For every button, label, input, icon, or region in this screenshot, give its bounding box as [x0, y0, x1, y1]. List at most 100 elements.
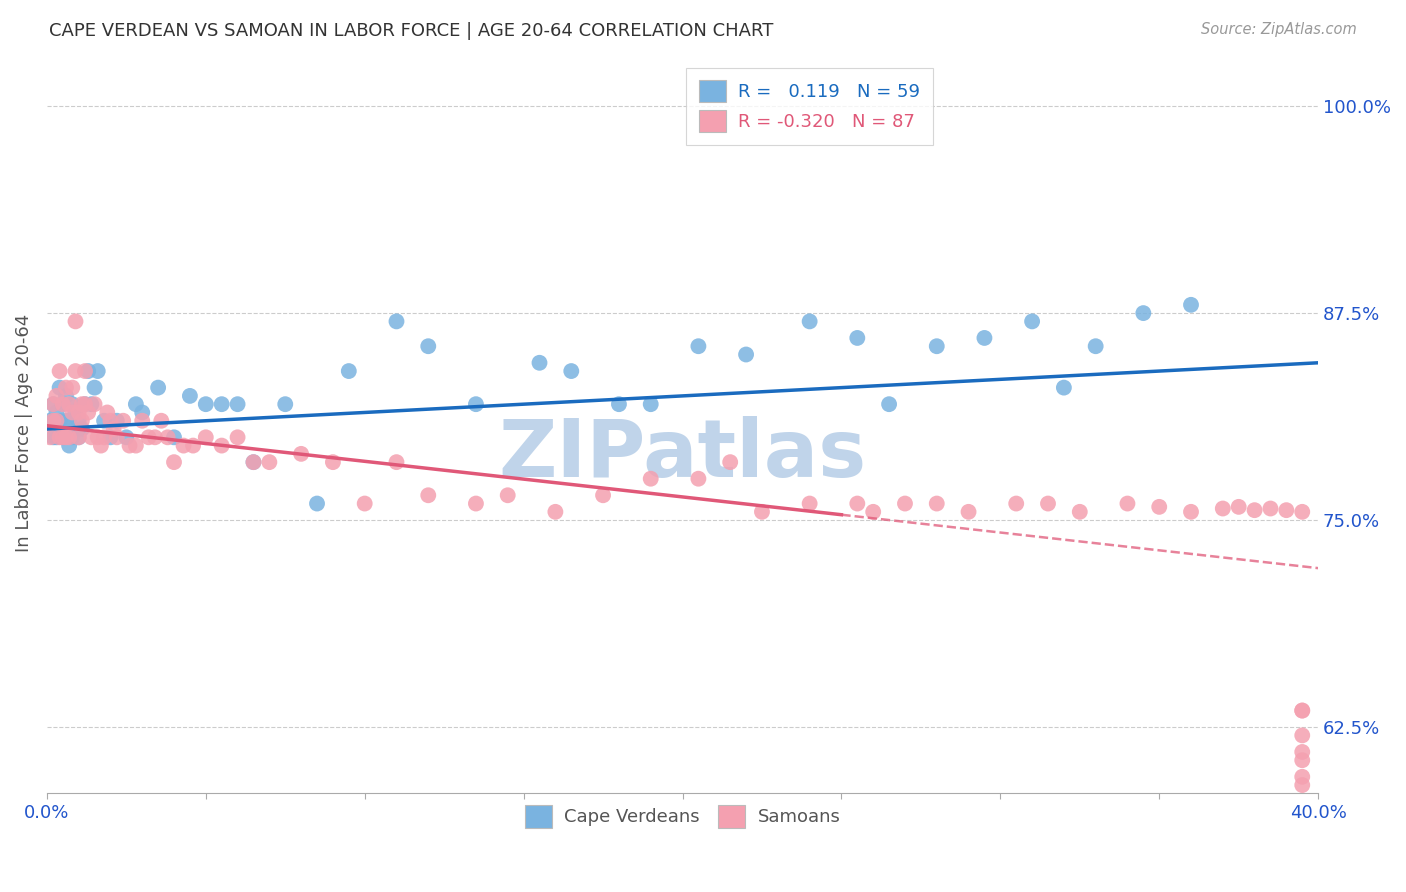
Point: [55, 430, 77, 444]
Point: [973, 331, 995, 345]
Point: [73, 364, 96, 378]
Point: [96, 405, 118, 419]
Point: [290, 447, 312, 461]
Text: ZIPatlas: ZIPatlas: [498, 416, 866, 494]
Point: [52, 430, 75, 444]
Point: [42, 430, 65, 444]
Point: [735, 347, 758, 361]
Point: [67, 430, 90, 444]
Point: [640, 397, 662, 411]
Point: [48, 430, 70, 444]
Point: [70, 397, 93, 411]
Point: [1291, 770, 1313, 784]
Point: [337, 364, 360, 378]
Point: [894, 497, 917, 511]
Point: [607, 397, 630, 411]
Point: [52, 430, 75, 444]
Point: [58, 430, 80, 444]
Point: [45, 389, 67, 403]
Point: [90, 439, 112, 453]
Point: [1180, 298, 1202, 312]
Point: [80, 430, 103, 444]
Point: [67, 405, 90, 419]
Point: [60, 430, 83, 444]
Point: [39, 430, 62, 444]
Point: [529, 356, 551, 370]
Point: [925, 339, 948, 353]
Point: [45, 405, 67, 419]
Point: [925, 497, 948, 511]
Point: [67, 430, 90, 444]
Point: [322, 455, 344, 469]
Point: [688, 472, 710, 486]
Point: [1291, 505, 1313, 519]
Point: [173, 439, 195, 453]
Point: [1036, 497, 1059, 511]
Point: [179, 389, 201, 403]
Point: [1291, 778, 1313, 792]
Point: [73, 397, 96, 411]
Point: [1084, 339, 1107, 353]
Point: [156, 430, 179, 444]
Point: [640, 472, 662, 486]
Point: [211, 439, 233, 453]
Point: [42, 414, 65, 428]
Point: [58, 414, 80, 428]
Point: [93, 430, 115, 444]
Point: [751, 505, 773, 519]
Point: [544, 505, 567, 519]
Point: [87, 430, 110, 444]
Point: [592, 488, 614, 502]
Point: [58, 397, 80, 411]
Point: [93, 414, 115, 428]
Point: [146, 381, 169, 395]
Point: [1243, 503, 1265, 517]
Point: [52, 397, 75, 411]
Point: [42, 397, 65, 411]
Point: [45, 414, 67, 428]
Point: [1260, 501, 1282, 516]
Point: [226, 430, 249, 444]
Point: [1053, 381, 1076, 395]
Point: [105, 430, 128, 444]
Point: [118, 439, 141, 453]
Point: [87, 364, 110, 378]
Point: [194, 430, 217, 444]
Point: [131, 405, 153, 419]
Point: [163, 455, 186, 469]
Point: [211, 397, 233, 411]
Point: [100, 414, 122, 428]
Point: [688, 339, 710, 353]
Point: [274, 397, 297, 411]
Point: [60, 405, 83, 419]
Y-axis label: In Labor Force | Age 20-64: In Labor Force | Age 20-64: [15, 314, 32, 552]
Point: [1291, 704, 1313, 718]
Point: [65, 405, 87, 419]
Point: [1275, 503, 1298, 517]
Point: [1291, 753, 1313, 767]
Point: [60, 381, 83, 395]
Point: [1116, 497, 1139, 511]
Point: [418, 339, 440, 353]
Point: [259, 455, 281, 469]
Point: [42, 397, 65, 411]
Point: [131, 414, 153, 428]
Point: [718, 455, 741, 469]
Point: [80, 397, 103, 411]
Point: [52, 397, 75, 411]
Point: [1227, 500, 1250, 514]
Point: [125, 397, 148, 411]
Point: [799, 314, 821, 328]
Point: [73, 397, 96, 411]
Point: [55, 381, 77, 395]
Point: [1147, 500, 1170, 514]
Point: [48, 364, 70, 378]
Point: [48, 414, 70, 428]
Point: [242, 455, 264, 469]
Point: [67, 414, 90, 428]
Point: [226, 397, 249, 411]
Text: Source: ZipAtlas.com: Source: ZipAtlas.com: [1201, 22, 1357, 37]
Point: [83, 381, 105, 395]
Point: [1291, 704, 1313, 718]
Point: [799, 497, 821, 511]
